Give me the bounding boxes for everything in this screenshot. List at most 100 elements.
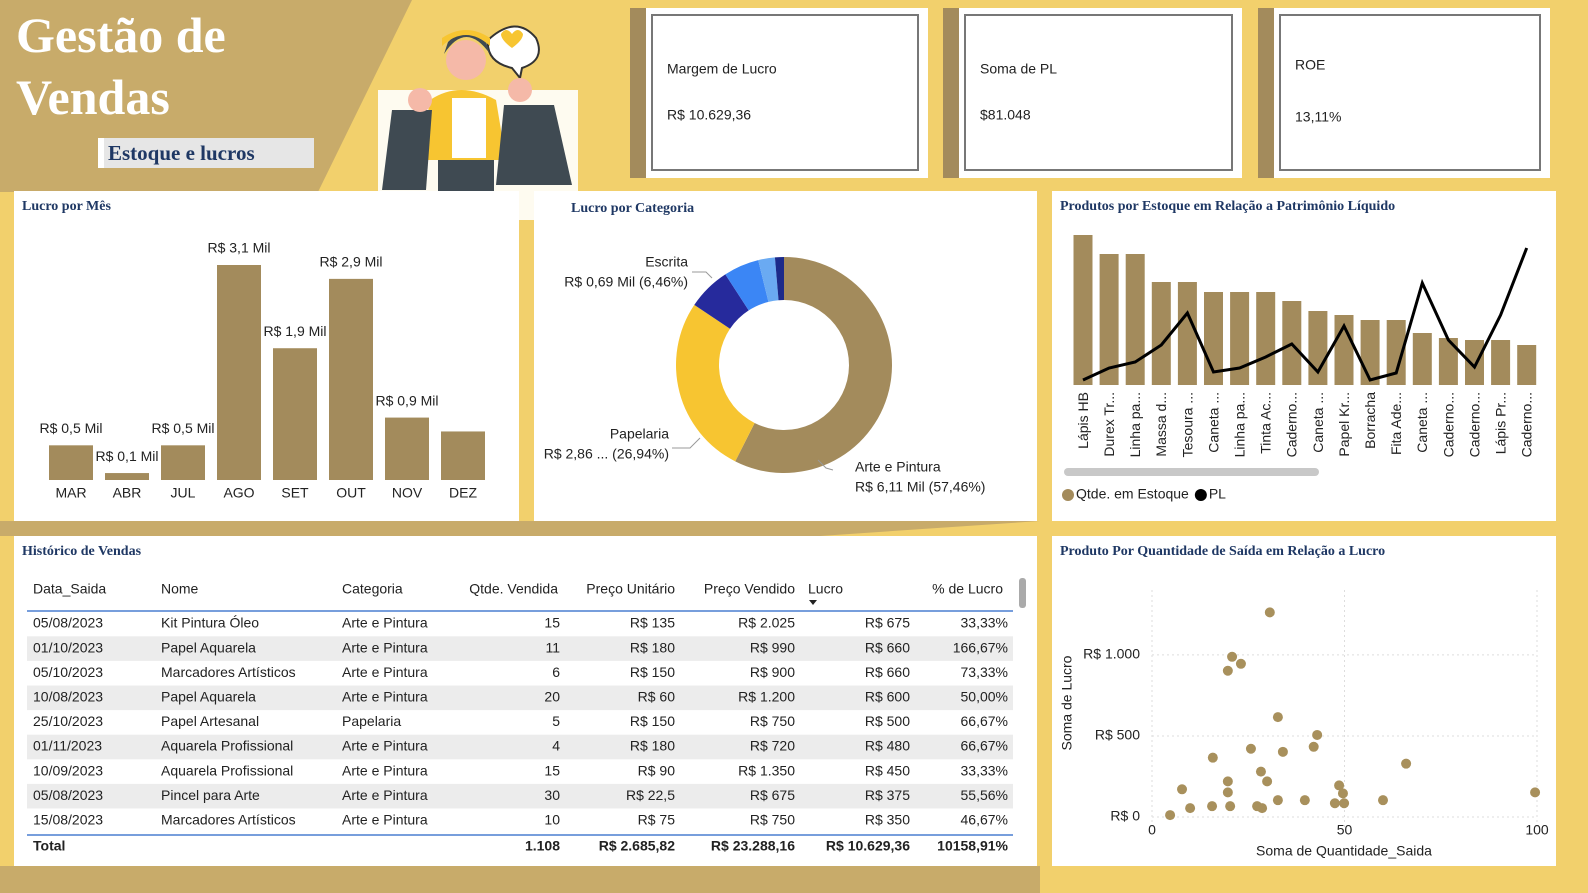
row-shade	[27, 734, 1013, 760]
point	[1277, 746, 1288, 757]
table-cell: 05/08/2023	[33, 615, 103, 631]
page-subtitle: Estoque e lucros	[98, 138, 314, 168]
x-tick-label: Durex Tr...	[1101, 392, 1117, 457]
slice-label: Arte e Pintura	[855, 459, 941, 475]
point	[1334, 780, 1345, 791]
table-cell: R$ 900	[750, 664, 795, 680]
bar	[1151, 282, 1171, 385]
bar	[217, 265, 261, 480]
column-header: Qtde. Vendida	[469, 581, 558, 597]
table-cell: 15/08/2023	[33, 812, 103, 828]
x-tick-label: MAR	[55, 485, 86, 501]
kpi-card	[646, 8, 928, 178]
x-tick-label: Fita Ade...	[1388, 392, 1404, 455]
column-header: % de Lucro	[932, 581, 1003, 597]
bar	[1386, 320, 1406, 385]
point	[1222, 787, 1233, 798]
bar	[1230, 292, 1250, 385]
point	[1207, 752, 1218, 763]
table-cell: Aquarela Profissional	[161, 762, 293, 778]
point	[1177, 784, 1188, 795]
point	[1225, 801, 1236, 812]
total-cell: 10158,91%	[937, 838, 1008, 854]
bar	[161, 445, 205, 480]
total-cell: R$ 2.685,82	[599, 838, 675, 854]
point	[1257, 803, 1268, 814]
x-tick-label: NOV	[392, 485, 423, 501]
x-tick-label: Caneta ...	[1414, 392, 1430, 453]
point	[1339, 798, 1350, 809]
bar	[1438, 338, 1458, 385]
table-cell: 5	[552, 713, 560, 729]
chart-title: Lucro por Mês	[22, 199, 111, 214]
kpi-stripe	[630, 8, 646, 178]
table-cell: 11	[545, 639, 560, 655]
table-cell: R$ 990	[750, 639, 795, 655]
sort-icon	[809, 600, 817, 605]
table-cell: Arte e Pintura	[342, 639, 428, 655]
data-label: R$ 0,1 Mil	[95, 448, 158, 464]
table-cell: 6	[552, 664, 560, 680]
table-cell: Kit Pintura Óleo	[161, 615, 259, 631]
table-cell: 4	[552, 738, 560, 754]
x-tick-label: Tesoura ...	[1179, 392, 1195, 457]
x-tick-label: OUT	[336, 485, 366, 501]
chart-title: Produto Por Quantidade de Saída em Relaç…	[1060, 544, 1385, 559]
data-label: R$ 3,1 Mil	[207, 240, 270, 256]
table-cell: R$ 350	[865, 812, 910, 828]
data-label: R$ 2,9 Mil	[319, 254, 382, 270]
bar	[1360, 320, 1380, 385]
point	[1272, 795, 1283, 806]
line	[1082, 247, 1529, 382]
x-tick-label: 100	[1525, 822, 1549, 838]
table-cell: R$ 375	[865, 787, 910, 803]
point	[1222, 665, 1233, 676]
bar	[1177, 282, 1197, 385]
kpi-label: Margem de Lucro	[667, 61, 777, 77]
table-cell: Arte e Pintura	[342, 738, 428, 754]
point	[1312, 729, 1323, 740]
table-cell: R$ 600	[865, 689, 910, 705]
x-tick-label: AGO	[223, 485, 254, 501]
kpi-value: 13,11%	[1295, 109, 1341, 125]
chart-title: Lucro por Categoria	[571, 201, 694, 216]
point	[1185, 803, 1196, 814]
panel	[1052, 536, 1556, 866]
table-cell: R$ 1.350	[738, 762, 795, 778]
column-header: Categoria	[342, 581, 403, 597]
table-title: Histórico de Vendas	[22, 544, 142, 559]
table-cell: R$ 675	[865, 615, 910, 631]
point	[1255, 766, 1266, 777]
y-axis-title: Soma de Lucro	[1059, 655, 1075, 750]
x-tick-label: Papel Kr...	[1336, 392, 1352, 457]
column-header: Preço Vendido	[704, 581, 795, 597]
slice-value: R$ 6,11 Mil (57,46%)	[855, 479, 985, 495]
x-tick-label: SET	[281, 485, 309, 501]
row-shade	[27, 636, 1013, 661]
y-tick-label: R$ 0	[1110, 808, 1140, 824]
chart-title: Produtos por Estoque em Relação a Patrim…	[1060, 199, 1395, 214]
row-shade	[27, 783, 1013, 809]
bar	[1256, 292, 1276, 385]
donut-slice	[725, 260, 769, 311]
table-cell: 33,33%	[961, 615, 1008, 631]
total-cell: Total	[33, 838, 65, 854]
x-tick-label: Linha pa...	[1232, 392, 1248, 457]
point	[1530, 787, 1541, 798]
kpi-stripe	[943, 8, 959, 178]
table-cell: Papel Aquarela	[161, 689, 256, 705]
bar	[1125, 254, 1145, 385]
kpi-border	[1279, 14, 1541, 171]
table-cell: R$ 675	[750, 787, 795, 803]
slice-value: R$ 2,86 ... (26,94%)	[544, 446, 669, 462]
donut-slice	[676, 304, 755, 462]
table-cell: R$ 90	[638, 762, 676, 778]
x-tick-label: Caneta ...	[1205, 392, 1221, 453]
panel	[14, 191, 519, 521]
slice-value: R$ 0,69 Mil (6,46%)	[564, 274, 688, 290]
table-cell: 10	[544, 812, 560, 828]
slice-label: Escrita	[645, 254, 688, 270]
table-cell: 50,00%	[961, 689, 1008, 705]
table-cell: Aquarela Profissional	[161, 738, 293, 754]
